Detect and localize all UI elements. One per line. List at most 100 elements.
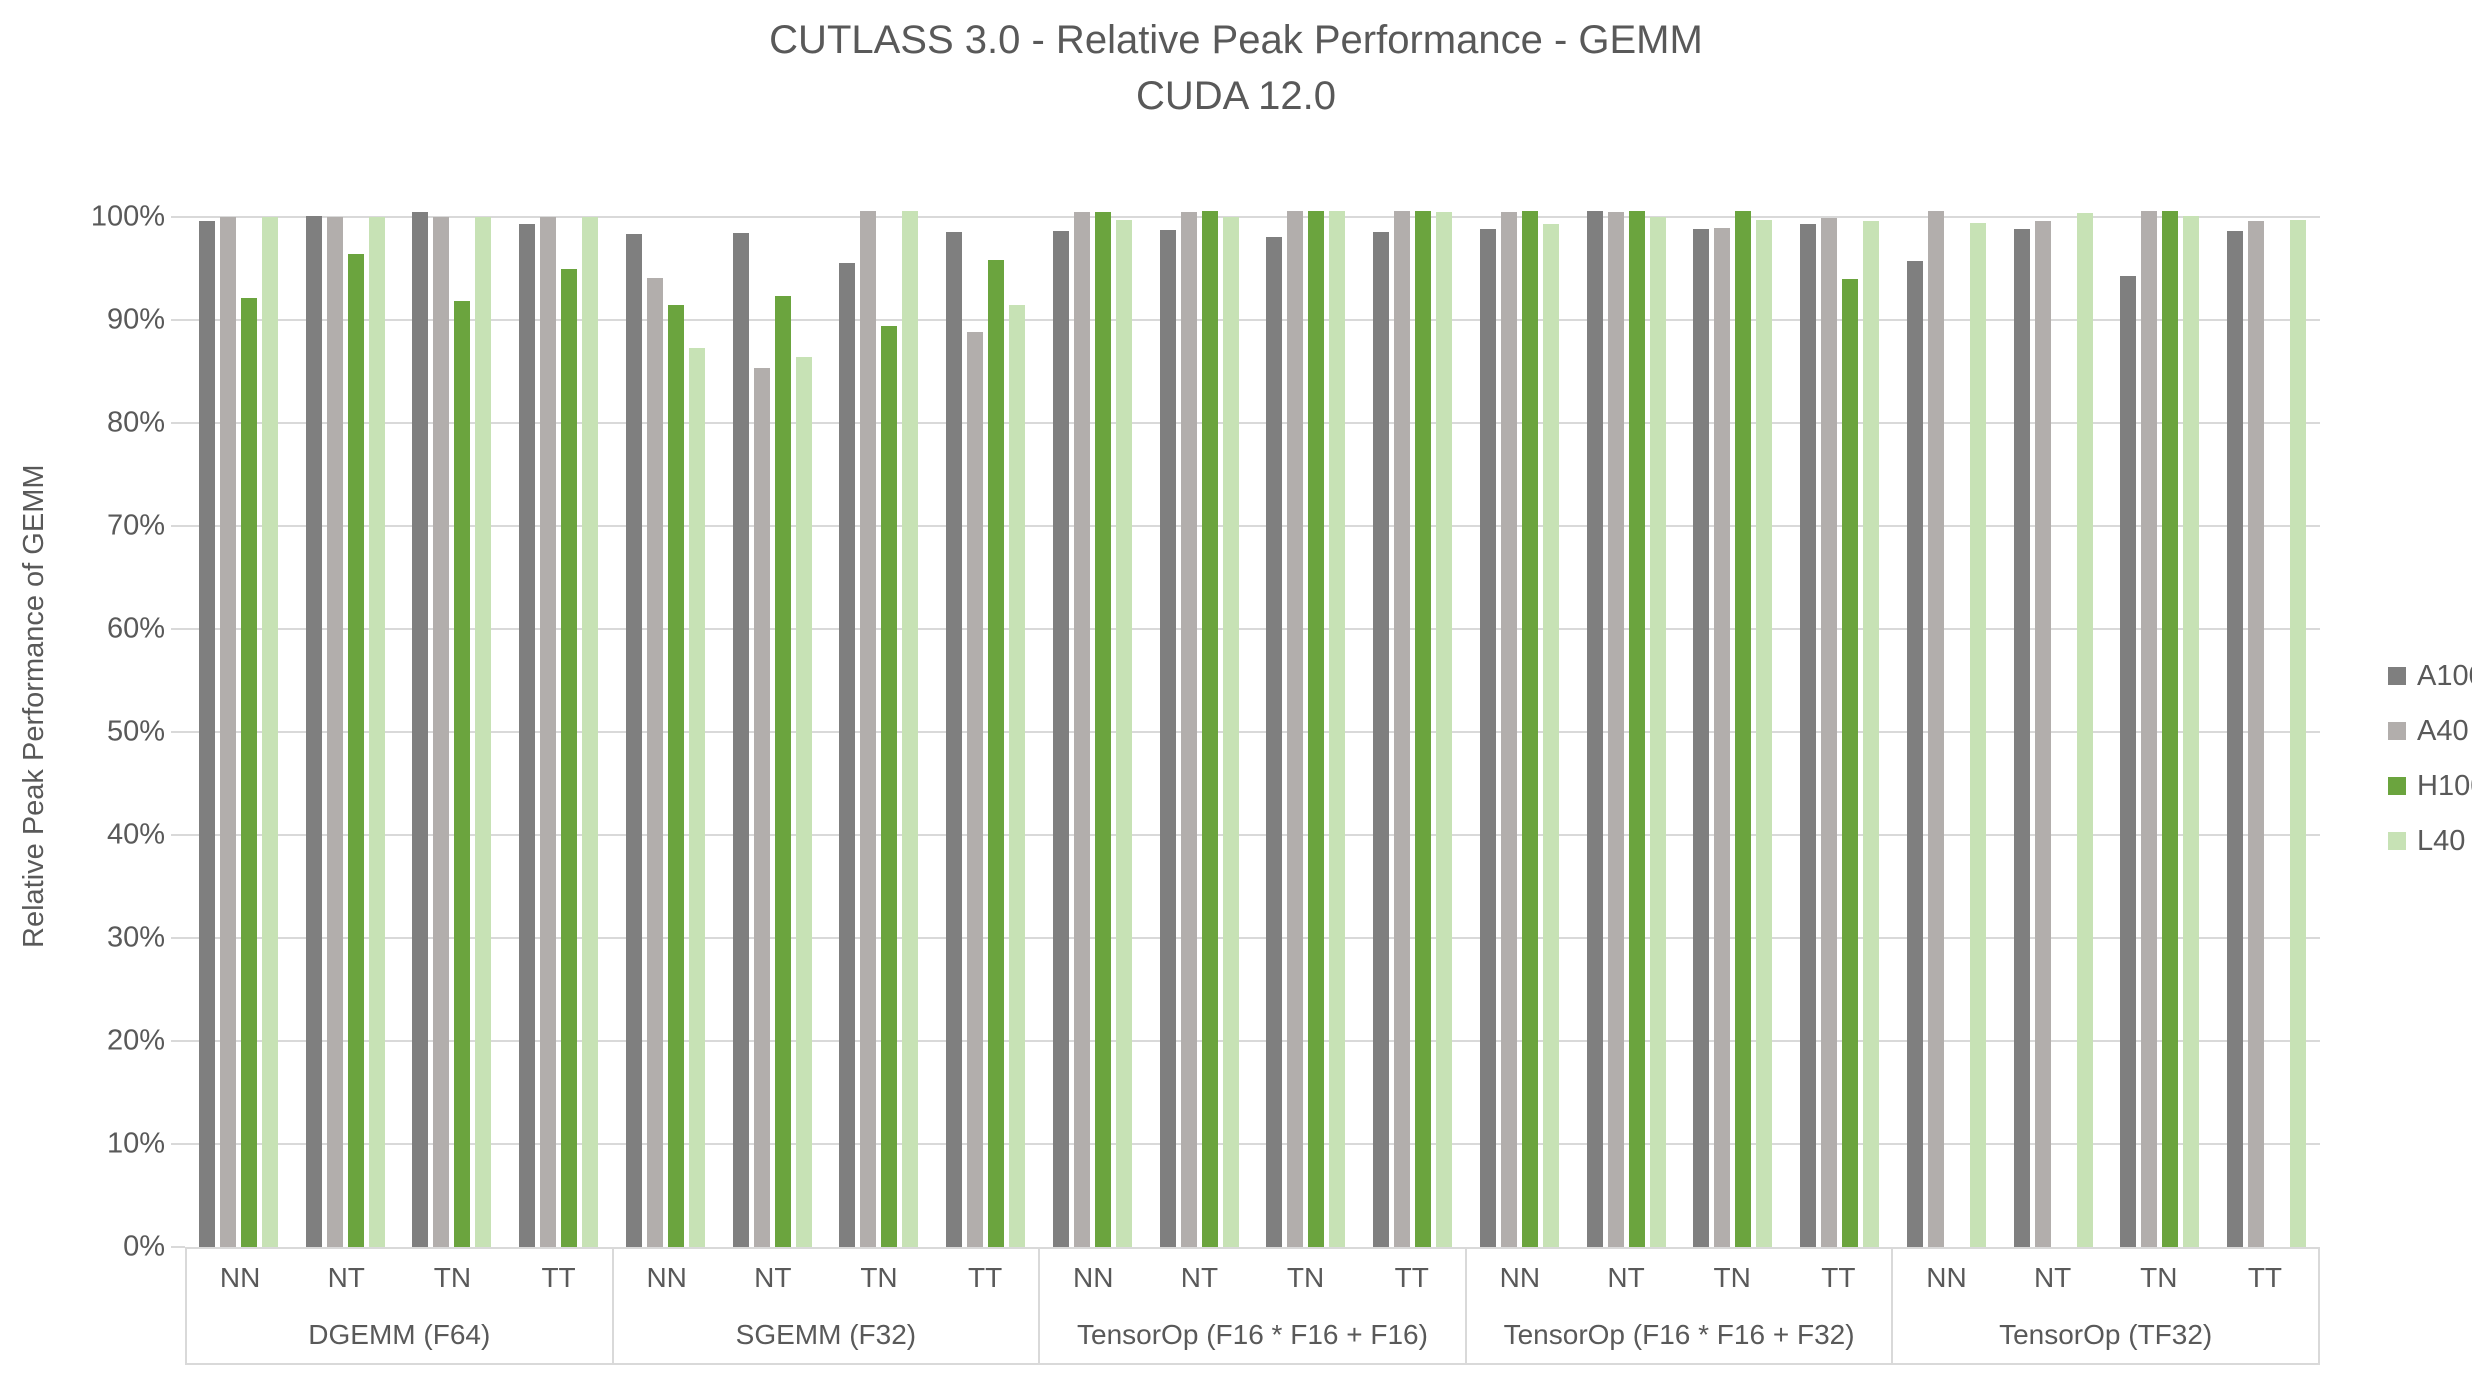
bar-a100 (412, 212, 429, 1247)
gridline (185, 215, 2320, 218)
bar-l40 (368, 216, 385, 1247)
gridline (185, 524, 2320, 527)
x-axis-group-label: TensorOp (F16 * F16 + F32) (1503, 1319, 1855, 1350)
bar-a100 (1159, 229, 1176, 1247)
bar-h100 (1094, 212, 1111, 1247)
legend-label: A40 (2417, 714, 2469, 747)
x-axis-cluster-label: NN (1073, 1262, 1114, 1293)
y-tick-mark (171, 936, 185, 939)
bar-a40 (1500, 212, 1517, 1247)
bar-a40 (753, 368, 770, 1247)
x-axis-cluster-row: NN NT TN TT (1467, 1249, 1892, 1307)
bar-l40 (1649, 216, 1666, 1247)
legend-item-h100: H100 (2388, 769, 2472, 802)
bar-a100 (1906, 260, 1923, 1247)
bar-l40 (2076, 213, 2093, 1247)
legend-label: H100 (2417, 769, 2472, 802)
x-axis-cluster-label: TT (2247, 1262, 2283, 1293)
x-axis-cluster-label: TN (2140, 1262, 2178, 1293)
gridline (185, 627, 2320, 630)
x-axis-cluster-label: NN (646, 1262, 687, 1293)
bar-cluster-nt (1146, 165, 1253, 1247)
bar-l40 (1542, 223, 1559, 1247)
x-axis-group: NN NT TN TT TensorOp (TF32) (1891, 1249, 2320, 1363)
bar-a100 (839, 262, 856, 1247)
x-axis-group: NN NT TN TT DGEMM (F64) (185, 1249, 612, 1363)
bar-a40 (1180, 212, 1197, 1247)
bar-l40 (1863, 220, 1880, 1247)
bar-h100 (2162, 211, 2179, 1247)
x-axis-cluster-label: NT (1607, 1262, 1645, 1293)
bar-a100 (519, 223, 536, 1247)
bar-l40 (1009, 305, 1026, 1247)
bar-h100 (988, 259, 1005, 1247)
bar-a40 (2141, 211, 2158, 1247)
gridline (185, 318, 2320, 321)
bar-cluster-tn (399, 165, 506, 1247)
y-tick-label: 0% (123, 1230, 165, 1263)
y-tick-label: 90% (106, 303, 165, 336)
y-tick-mark (171, 215, 185, 218)
x-axis-cluster-label: TN (433, 1262, 472, 1293)
bar-a100 (732, 233, 749, 1247)
y-tick-mark (171, 730, 185, 733)
bar-a40 (1394, 211, 1411, 1247)
bar-h100 (1201, 211, 1218, 1247)
gridline (185, 730, 2320, 733)
legend-label: A100 (2417, 659, 2472, 692)
chart-subtitle: CUDA 12.0 (1135, 74, 1337, 118)
gridline (185, 1039, 2320, 1042)
bar-a40 (1607, 212, 1624, 1247)
x-axis-label-area: NN NT TN TT DGEMM (F64) NN NT TN TT SGEMM (F32) NN… (185, 1247, 2320, 1365)
y-tick-label: 20% (106, 1024, 165, 1057)
x-axis-group-label: DGEMM (F64) (308, 1319, 491, 1350)
y-tick-label: 70% (106, 509, 165, 542)
y-tick-mark (171, 627, 185, 630)
bar-a100 (1373, 231, 1390, 1247)
y-tick-mark (171, 421, 185, 424)
y-tick-label: 80% (106, 406, 165, 439)
bar-l40 (2290, 219, 2307, 1247)
legend-swatch-a100 (2388, 667, 2406, 685)
bar-h100 (1308, 211, 1325, 1247)
bar-a100 (1586, 211, 1603, 1247)
y-tick-label: 40% (106, 818, 165, 851)
y-tick-label: 60% (106, 612, 165, 645)
y-tick-mark (171, 318, 185, 321)
bar-l40 (1222, 216, 1239, 1247)
bar-a40 (967, 331, 984, 1247)
gridline (185, 1142, 2320, 1145)
bar-cluster-nt (1573, 165, 1680, 1247)
bar-l40 (582, 216, 599, 1247)
bars-layer (185, 165, 2320, 1247)
bar-h100 (347, 253, 364, 1247)
bar-cluster-tn (826, 165, 933, 1247)
y-tick-label: 100% (90, 200, 165, 233)
bar-a100 (1052, 230, 1069, 1247)
legend-swatch-h100 (2388, 777, 2406, 795)
x-axis-cluster-label: NT (1180, 1262, 1219, 1293)
gridline (185, 936, 2320, 939)
bar-a40 (1714, 227, 1731, 1247)
bar-h100 (1842, 279, 1859, 1247)
plot-area (185, 165, 2320, 1247)
legend: A100 A40 H100 L40 (2388, 659, 2472, 857)
x-axis-cluster-label: TN (1713, 1262, 1751, 1293)
bar-a40 (433, 216, 450, 1247)
bar-a40 (860, 211, 877, 1247)
gridline (185, 833, 2320, 836)
bar-group (1893, 165, 2320, 1247)
bar-cluster-tn (2107, 165, 2214, 1247)
x-axis-cluster-label: TT (541, 1262, 576, 1293)
bar-h100 (667, 305, 684, 1247)
bar-a40 (2034, 220, 2051, 1247)
bar-group (185, 165, 612, 1247)
bar-cluster-tn (1680, 165, 1787, 1247)
y-tick-mark (171, 833, 185, 836)
legend-swatch-a40 (2388, 722, 2406, 740)
bar-cluster-nn (1466, 165, 1573, 1247)
x-axis-cluster-row: NN NT TN TT (187, 1249, 612, 1307)
bar-l40 (902, 211, 919, 1247)
bar-h100 (454, 301, 471, 1247)
chart-title: CUTLASS 3.0 - Relative Peak Performance … (769, 18, 1703, 62)
